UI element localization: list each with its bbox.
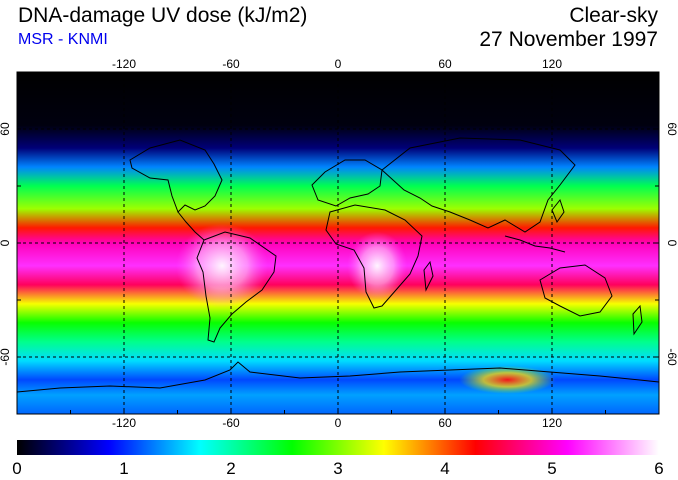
colorbar-tick-label: 3 (333, 459, 343, 478)
lat-label-right: 0 (665, 240, 678, 247)
colorbar (17, 440, 659, 455)
lon-label-bottom: 120 (542, 416, 562, 430)
lon-label-top: 60 (438, 57, 452, 71)
coastline-new-zealand (632, 304, 643, 336)
lon-label-top: -120 (112, 57, 136, 71)
uv-hotspots (176, 223, 556, 394)
page-title: DNA-damage UV dose (kJ/m2) (18, 4, 308, 27)
lat-label-right: -60 (665, 348, 678, 366)
lon-label-top: -60 (222, 57, 240, 71)
coastline-asia (381, 137, 576, 233)
graticule (17, 72, 659, 414)
colorbar-tick-label: 0 (12, 459, 22, 478)
lat-label-left: 0 (0, 239, 12, 246)
colorbar-tick-label: 2 (226, 459, 236, 478)
lon-labels-bottom: -120 -60 0 60 120 (112, 416, 562, 430)
colorbar-tick-label: 5 (547, 459, 557, 478)
credit-label: MSR - KNMI (18, 31, 108, 48)
colorbar-tick-label: 6 (654, 459, 664, 478)
coastline-indonesia (504, 235, 566, 253)
hotspot-southern-africa (347, 231, 408, 300)
lat-label-left: 60 (0, 122, 12, 136)
date-label: 27 November 1997 (479, 28, 658, 51)
lon-label-bottom: 0 (335, 416, 342, 430)
map-frame (16, 71, 660, 415)
sky-condition: Clear-sky (569, 4, 658, 27)
coastline-japan (551, 198, 565, 224)
coastline-north-america (129, 139, 223, 213)
colorbar-tick-label: 4 (440, 459, 450, 478)
hotspot-antarctic-plateau (459, 365, 556, 394)
coastline-central-america (177, 211, 205, 241)
lon-label-top: 120 (542, 57, 562, 71)
lat-labels: 60 60 0 0 -60 -60 (0, 122, 678, 366)
lon-label-bottom: 60 (438, 416, 452, 430)
coastline-madagascar (423, 260, 434, 292)
lon-label-top: 0 (335, 57, 342, 71)
lon-label-bottom: -60 (222, 416, 240, 430)
lon-label-bottom: -120 (112, 416, 136, 430)
coastline-antarctica (17, 361, 659, 393)
lat-label-right: 60 (665, 122, 678, 136)
lon-labels-top: -120 -60 0 60 120 (112, 57, 562, 71)
coastlines (17, 137, 659, 393)
hotspot-south-america (176, 223, 269, 308)
colorbar-tick-label: 1 (119, 459, 129, 478)
coastline-africa (325, 204, 423, 309)
coastline-south-america (196, 231, 277, 343)
lat-label-left: -60 (0, 348, 12, 366)
